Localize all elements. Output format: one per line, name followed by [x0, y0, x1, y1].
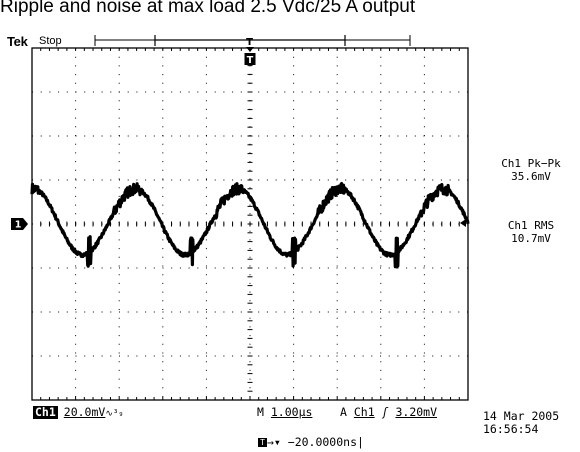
timestamp-time: 16:56:54 [483, 422, 539, 436]
ch1-tag: Ch1 [33, 405, 58, 419]
run-state-label: Stop [39, 35, 62, 47]
trigger-marker-icon: T [244, 53, 256, 66]
marker-glyphs: TT 1 [11, 37, 466, 231]
trigger-source: Ch1 [353, 405, 375, 419]
timestamp-date: 14 Mar 2005 [483, 409, 560, 423]
trigger-position-icon: T [246, 37, 253, 48]
measurement-pk-pk: Ch1 Pk−Pk 35.6mV [482, 157, 580, 183]
measurement-label: Ch1 RMS [507, 219, 555, 232]
timebase-value: 1.00µs [270, 405, 313, 419]
timebase-readout: M 1.00µs [257, 405, 312, 419]
timebase-prefix: M [257, 405, 264, 419]
caption: Ripple and noise at max load 2.5 Vdc/25 … [0, 0, 416, 17]
channel-1-marker-icon: 1 [11, 218, 28, 231]
channel-scale: 20.0mV [63, 405, 106, 419]
svg-text:T: T [247, 55, 254, 66]
trigger-arrow-icon [246, 47, 254, 52]
brand-logo: Tek [7, 34, 28, 49]
trigger-level-arrow-icon [460, 219, 466, 227]
trigger-offset-value: →▾ −20.0000ns [267, 435, 358, 449]
measurement-value: 10.7mV [511, 232, 551, 245]
ch1-waveform-trace [30, 182, 470, 269]
record-view-bar [94, 35, 411, 46]
measurement-rms: Ch1 RMS 10.7mV [482, 219, 580, 245]
measurement-value: 35.6mV [511, 170, 551, 183]
trigger-level: 3.20mV [395, 405, 438, 419]
measurement-label: Ch1 Pk−Pk [501, 157, 561, 170]
channel-scale-readout: Ch1 20.0mV∿³₉ [33, 405, 124, 419]
bandwidth-icon: ∿³₉ [105, 409, 124, 419]
trigger-prefix: A [340, 405, 347, 419]
svg-text:1: 1 [15, 220, 22, 231]
graticule-grid [31, 47, 469, 401]
timestamp: 14 Mar 2005 16:56:54 [483, 410, 559, 436]
trigger-offset-readout: T →▾ −20.0000ns| [258, 435, 364, 449]
trigger-readout: A Ch1 ʃ 3.20mV [340, 405, 437, 419]
trigger-offset-marker-icon: T [258, 438, 267, 447]
trigger-slope-icon: ʃ [381, 405, 389, 419]
